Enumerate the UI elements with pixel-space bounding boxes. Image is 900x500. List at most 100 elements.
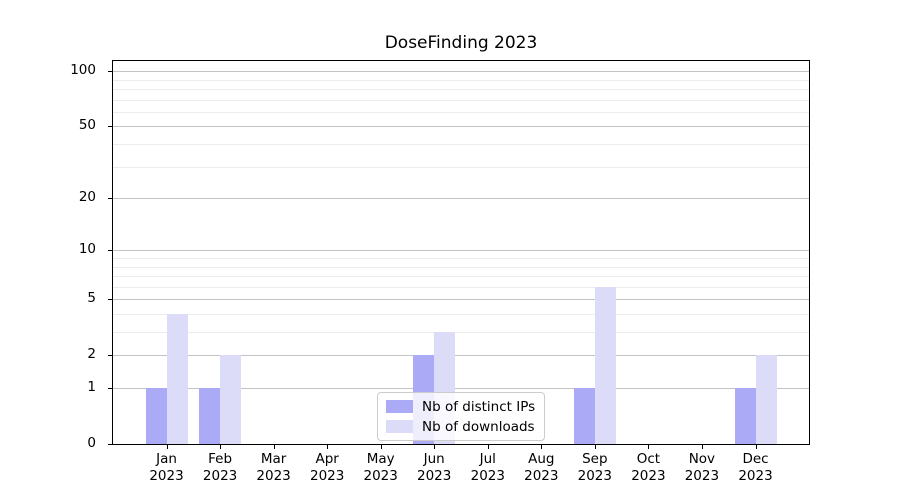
x-tick-label-jul: Jul 2023 <box>456 451 520 485</box>
y-tick-label-10: 10 <box>78 241 96 258</box>
y-tick-label-5: 5 <box>87 290 96 307</box>
month-label: Oct <box>636 451 661 467</box>
x-tick-dec <box>755 445 757 449</box>
year-label: 2023 <box>631 468 666 484</box>
month-label: Aug <box>528 451 555 467</box>
minor-gridline-40 <box>113 144 809 145</box>
y-tick-label-20: 20 <box>78 189 96 206</box>
minor-gridline-9 <box>113 258 809 259</box>
bar-dec-distinct-ips <box>734 388 756 444</box>
y-tick-2 <box>108 355 112 357</box>
major-gridline-50 <box>113 126 809 128</box>
year-label: 2023 <box>256 468 291 484</box>
y-tick-10 <box>108 250 112 252</box>
x-tick-apr <box>327 445 329 449</box>
month-label: May <box>366 451 395 467</box>
month-label: Nov <box>688 451 716 467</box>
y-tick-label-1: 1 <box>87 379 96 395</box>
x-tick-mar <box>273 445 275 449</box>
year-label: 2023 <box>363 468 398 484</box>
month-label: Mar <box>260 451 287 467</box>
chart-title: DoseFinding 2023 <box>384 33 538 53</box>
bar-sep-downloads <box>594 286 616 444</box>
legend-label-distinct-ips: Nb of distinct IPs <box>422 398 536 415</box>
major-gridline-10 <box>113 250 809 252</box>
y-tick-label-50: 50 <box>78 117 96 134</box>
month-label: Jul <box>479 451 496 467</box>
legend-row-downloads: Nb of downloads <box>386 418 535 435</box>
legend-swatch-distinct-ips <box>386 400 413 413</box>
y-tick-1 <box>108 388 112 389</box>
month-label: Sep <box>582 451 608 467</box>
x-tick-sep <box>594 445 596 449</box>
y-tick-20 <box>108 198 112 200</box>
year-label: 2023 <box>684 468 720 484</box>
y-axis-labels: 0 1 2 5 10 20 50 100 <box>0 60 104 451</box>
minor-gridline-6 <box>113 286 809 288</box>
minor-gridline-7 <box>113 276 809 277</box>
major-gridline-100 <box>113 71 809 73</box>
x-tick-jul <box>487 445 489 449</box>
bar-jan-downloads <box>166 314 188 444</box>
major-gridline-1 <box>113 388 809 389</box>
x-tick-label-aug: Aug 2023 <box>509 451 573 485</box>
y-tick-100 <box>108 71 112 73</box>
x-tick-label-apr: Apr 2023 <box>295 451 359 485</box>
month-label: Jan <box>156 451 177 467</box>
x-tick-label-sep: Sep 2023 <box>563 451 627 485</box>
y-tick-label-0: 0 <box>87 435 96 451</box>
legend-row-distinct-ips: Nb of distinct IPs <box>386 398 535 415</box>
bar-jan-distinct-ips <box>145 388 167 444</box>
month-label: Apr <box>315 451 339 467</box>
minor-gridline-4 <box>113 314 809 315</box>
x-tick-jan <box>166 445 168 449</box>
minor-gridline-80 <box>113 89 809 90</box>
x-tick-label-jan: Jan 2023 <box>135 451 199 485</box>
minor-gridline-30 <box>113 166 809 168</box>
year-label: 2023 <box>577 468 612 484</box>
legend-swatch-downloads <box>386 420 413 433</box>
year-label: 2023 <box>524 468 559 484</box>
bar-dec-downloads <box>755 355 777 444</box>
year-label: 2023 <box>149 468 184 484</box>
x-tick-label-dec: Dec 2023 <box>724 451 788 485</box>
x-tick-may <box>380 445 382 449</box>
bar-feb-downloads <box>220 355 242 444</box>
bar-sep-distinct-ips <box>573 388 595 444</box>
legend-label-downloads: Nb of downloads <box>422 418 535 435</box>
y-tick-5 <box>108 299 112 301</box>
plot-area: Nb of distinct IPs Nb of downloads <box>108 60 810 449</box>
bar-feb-distinct-ips <box>199 388 221 444</box>
year-label: 2023 <box>417 468 452 484</box>
x-tick-aug <box>541 445 543 449</box>
x-tick-label-may: May 2023 <box>349 451 413 485</box>
x-tick-label-nov: Nov 2023 <box>670 451 734 485</box>
y-tick-label-100: 100 <box>70 62 96 79</box>
minor-gridline-3 <box>113 332 809 333</box>
year-label: 2023 <box>738 468 773 484</box>
major-gridline-20 <box>113 198 809 200</box>
x-axis-labels: Jan 2023 Feb 2023 Mar 2023 Apr 2023 May 2023 Jun 20… <box>113 451 809 491</box>
x-tick-label-oct: Oct 2023 <box>616 451 680 485</box>
month-label: Feb <box>208 451 233 467</box>
x-tick-feb <box>220 445 222 449</box>
minor-gridline-70 <box>113 99 809 101</box>
x-tick-nov <box>701 445 703 449</box>
month-label: Dec <box>742 451 769 467</box>
y-tick-label-2: 2 <box>87 346 96 363</box>
minor-gridline-8 <box>113 266 809 268</box>
minor-gridline-60 <box>113 111 809 113</box>
minor-gridline-90 <box>113 79 809 81</box>
month-label: Jun <box>423 451 445 467</box>
y-tick-50 <box>108 126 112 128</box>
x-tick-label-mar: Mar 2023 <box>242 451 306 485</box>
year-label: 2023 <box>470 468 505 484</box>
year-label: 2023 <box>202 468 238 484</box>
x-tick-jun <box>434 445 436 449</box>
x-tick-oct <box>648 445 650 449</box>
legend: Nb of distinct IPs Nb of downloads <box>377 392 546 441</box>
x-tick-label-feb: Feb 2023 <box>188 451 252 485</box>
year-label: 2023 <box>310 468 345 484</box>
major-gridline-2 <box>113 355 809 357</box>
